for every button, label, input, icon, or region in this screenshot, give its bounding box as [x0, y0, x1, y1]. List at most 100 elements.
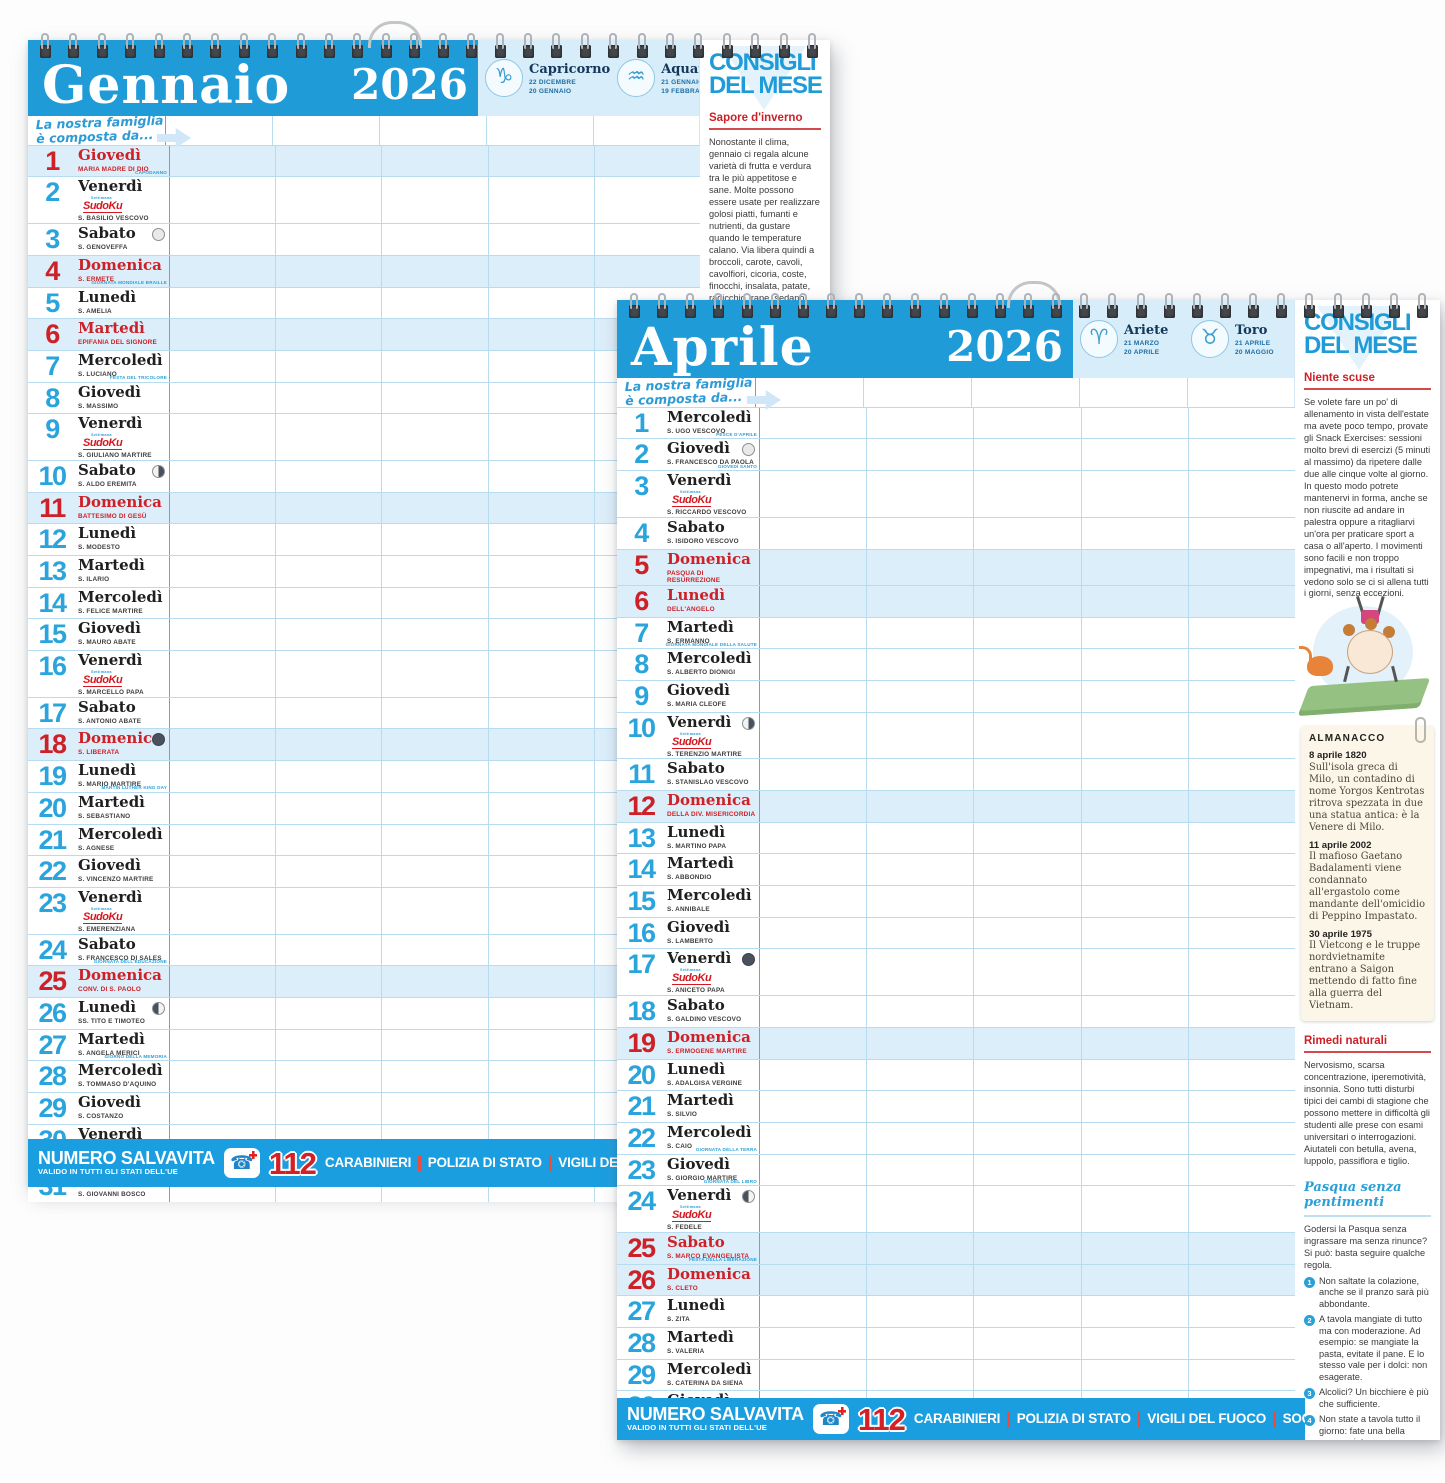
planner-cell: [487, 1061, 594, 1092]
consigli-section: Niente scuse Se volete fare un po' di al…: [1295, 372, 1440, 601]
weekday-label: Mercoledì: [667, 1122, 752, 1141]
planner-cell: [381, 1093, 487, 1124]
weekday-label: Giovedì: [78, 619, 141, 638]
capricorn-icon: ♑: [485, 59, 523, 97]
planner-cell: [866, 585, 973, 617]
planner-cell: [170, 966, 275, 997]
planner-cell: [760, 439, 866, 470]
observance-note: GIOVEDÌ SANTO: [717, 463, 757, 469]
planner-cell: [1080, 407, 1188, 439]
planner-cell: [973, 917, 1080, 949]
day-row: 8 Giovedì S. MASSIMO: [28, 381, 700, 414]
saint-label: EPIFANIA DEL SIGNORE: [78, 339, 157, 347]
day-number: 7: [634, 617, 649, 648]
day-number: 25: [38, 966, 67, 997]
day-number: 4: [634, 517, 649, 548]
day-row: 9 Venerdì Settimana SudoKu S. GIULIANO MAR…: [28, 413, 700, 460]
day-number: 1: [45, 145, 60, 176]
day-label-cell: Lunedì S. MARTINO PAPA: [665, 822, 760, 854]
planner-cell: [1187, 791, 1295, 822]
planner-cell: [381, 350, 487, 382]
day-row: 28 Martedì S. VALERIA: [617, 1327, 1295, 1359]
day-label-cell: Martedì S. ABBONDIO: [665, 854, 760, 886]
planner-cell: [760, 471, 866, 517]
day-label-cell: Giovedì S. GIORGIO MARTIRE GIORNATA DEL …: [665, 1154, 760, 1186]
planner-cell: [593, 255, 700, 287]
almanacco-date: 11 aprile 2002: [1309, 839, 1372, 851]
zodiac-date-to: 20 GENNAIO: [529, 88, 572, 95]
gymnast-illustration: [1297, 596, 1436, 717]
weekday-label: Martedì: [667, 1091, 734, 1110]
day-row: 6 Lunedì DELL'ANGELO: [617, 584, 1295, 617]
planner-cell: [275, 729, 381, 761]
consigli-column: CONSIGLI DEL MESE Niente scuse Se volete…: [1294, 300, 1440, 1440]
planner-cell: [593, 934, 700, 966]
planner-cell: [973, 407, 1080, 439]
zodiac-date-from: 21 GENNAIO: [661, 78, 704, 86]
planner-cell: [866, 1027, 973, 1059]
day-label-cell: Mercoledì S. FELICE MARTIRE: [76, 587, 170, 619]
day-number: 25: [627, 1232, 656, 1263]
day-label-cell: Domenica S. ERMOGENE MARTIRE: [665, 1027, 760, 1059]
day-row: 3 Venerdì Settimana SudoKu S. RICCARDO VES…: [617, 470, 1295, 517]
planner-cell: [1080, 1059, 1188, 1091]
planner-cell: [866, 1232, 973, 1264]
planner-cell: [866, 712, 973, 759]
saint-label: S. ISIDORO VESCOVO: [667, 537, 739, 545]
saint-label: S. ADALGISA VERGINE: [667, 1079, 743, 1087]
day-number: 22: [627, 1122, 656, 1153]
planner-cell: [170, 825, 275, 856]
moon-phase-icon: [152, 1001, 165, 1015]
day-row: 25 Domenica CONV. DI S. PAOLO: [28, 965, 700, 997]
planner-cell: [1080, 1027, 1188, 1059]
saint-label: S. MARCO EVANGELISTA: [667, 1252, 750, 1260]
weekday-label: Mercoledì: [667, 1359, 752, 1378]
calendar-page-january: Gennaio 2026 ♑ Capricorno 22 DICEMBRE 20…: [28, 21, 830, 1203]
weekday-label: Domenica: [78, 729, 162, 748]
weekday-label: Domenica: [667, 549, 751, 568]
emergency-title: NUMERO SALVAVITA: [38, 1148, 215, 1169]
saint-label: S. ANICETO PAPA: [667, 987, 725, 995]
day-number: 13: [627, 822, 656, 853]
day-label-cell: Lunedì DELL'ANGELO: [665, 585, 760, 617]
planner-cell: [1080, 617, 1188, 649]
day-row: 18 Sabato S. GALDINO VESCOVO: [617, 995, 1295, 1027]
planner-cell: [1080, 996, 1188, 1027]
service-label: POLIZIA DI STATO: [1016, 1411, 1131, 1427]
day-rows: 1 Mercoledì S. UGO VESCOVO PESCE D'APRIL…: [617, 407, 1295, 1426]
planner-cell: [170, 888, 275, 934]
day-row: 1 Giovedì MARIA MADRE DI DIO CAPODANNO: [28, 145, 700, 177]
weekday-label: Giovedì: [667, 1154, 730, 1173]
planner-cell: [760, 918, 866, 949]
planner-cell: [1080, 949, 1188, 996]
planner-cell: [381, 382, 487, 414]
family-note: La nostra famiglia è composta da...: [28, 113, 191, 148]
sudoku-logo-top: Settimana: [91, 196, 112, 201]
emergency-number: 112: [268, 1145, 317, 1181]
planner-cell: [487, 1093, 594, 1124]
planner-cell: [866, 517, 973, 549]
day-label-cell: Lunedì S. ADALGISA VERGINE: [665, 1059, 760, 1091]
day-row: 22 Mercoledì S. CAIO GIORNATA DELLA TERR…: [617, 1121, 1295, 1154]
planner-cell: [866, 680, 973, 712]
day-label-cell: Venerdì Settimana SudoKu S. EMERENZIANA: [76, 887, 170, 934]
day-number: 28: [627, 1328, 656, 1358]
planner-cell: [593, 492, 700, 524]
planner-cell: [275, 587, 381, 619]
planner-cell: [170, 729, 275, 760]
planner-cell: [1080, 549, 1188, 585]
day-label-cell: Giovedì S. MAURO ABATE: [76, 619, 170, 651]
planner-cell: [760, 823, 866, 854]
consigli-section: Pasqua senza pentimenti Godersi la Pasqu…: [1295, 1180, 1440, 1440]
day-label-cell: Venerdì Settimana SudoKu S. MARCELLO PAPA: [76, 651, 170, 697]
planner-cell: [973, 854, 1080, 886]
planner-cell: [593, 856, 700, 887]
weekday-label: Giovedì: [78, 382, 141, 401]
planner-cell: [760, 618, 866, 649]
sudoku-logo-top: Settimana: [680, 731, 701, 736]
moon-phase-icon: [152, 228, 165, 242]
planner-cell: [275, 997, 381, 1029]
